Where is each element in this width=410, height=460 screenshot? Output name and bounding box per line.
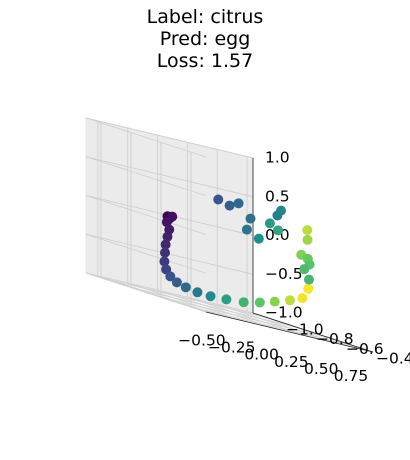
data-point bbox=[284, 295, 295, 306]
data-point bbox=[299, 264, 310, 275]
z-tick-label: 0.5 bbox=[265, 187, 290, 205]
data-point bbox=[160, 247, 171, 258]
data-points bbox=[159, 194, 315, 308]
data-point bbox=[245, 213, 256, 224]
data-point bbox=[269, 296, 280, 307]
data-point bbox=[253, 233, 264, 244]
y-tick-label: −0.6 bbox=[346, 340, 384, 358]
data-point bbox=[303, 283, 314, 294]
data-point bbox=[180, 282, 191, 293]
chart-title-line-3: Loss: 1.57 bbox=[156, 50, 254, 72]
data-point bbox=[302, 234, 313, 245]
x-tick-label: −0.25 bbox=[208, 339, 256, 357]
y-axis-line bbox=[252, 312, 374, 353]
grid-line-z bbox=[85, 272, 254, 314]
x-tick-label: 0.75 bbox=[334, 367, 369, 385]
data-point bbox=[224, 200, 235, 211]
data-point bbox=[254, 297, 265, 308]
data-point bbox=[171, 277, 182, 288]
data-point bbox=[238, 297, 249, 308]
data-point bbox=[192, 287, 203, 298]
z-tick-label: −1.0 bbox=[265, 304, 303, 322]
data-point bbox=[162, 231, 173, 242]
data-point bbox=[165, 271, 176, 282]
y-tick-label: −1.0 bbox=[286, 320, 324, 338]
axis-panes bbox=[85, 117, 374, 353]
data-point bbox=[272, 225, 283, 236]
data-point bbox=[205, 291, 216, 302]
x-axis-line bbox=[205, 311, 374, 353]
data-point bbox=[297, 293, 308, 304]
z-tick-label: 1.0 bbox=[265, 149, 290, 167]
grid-line-z bbox=[85, 117, 254, 159]
chart-title-line-2: Pred: egg bbox=[159, 28, 251, 50]
data-point bbox=[161, 217, 172, 228]
chart-title-line-1: Label: citrus bbox=[146, 6, 264, 28]
data-point bbox=[241, 224, 252, 235]
data-point bbox=[233, 198, 244, 209]
z-tick-label: −0.5 bbox=[265, 265, 303, 283]
x-tick-label: 0.50 bbox=[304, 360, 339, 378]
data-point bbox=[221, 294, 232, 305]
y-tick-label: −0.8 bbox=[316, 330, 354, 348]
data-point bbox=[302, 225, 313, 236]
x-tick-label: −0.50 bbox=[178, 331, 226, 349]
data-point bbox=[264, 218, 275, 229]
data-point bbox=[303, 274, 314, 285]
x-tick-label: 0.00 bbox=[244, 346, 279, 364]
x-tick-label: 0.25 bbox=[274, 353, 309, 371]
y-tick-label: −0.4 bbox=[376, 350, 410, 368]
data-point bbox=[213, 194, 224, 205]
data-point bbox=[159, 256, 170, 267]
data-point bbox=[272, 210, 283, 221]
grid-line-z bbox=[85, 156, 254, 198]
data-point bbox=[160, 239, 171, 250]
